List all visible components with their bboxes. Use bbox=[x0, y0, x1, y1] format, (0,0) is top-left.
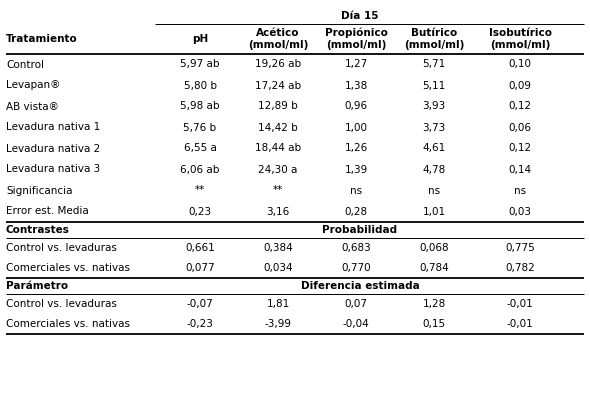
Text: ns: ns bbox=[428, 186, 440, 196]
Text: 6,06 ab: 6,06 ab bbox=[181, 164, 219, 174]
Text: 1,01: 1,01 bbox=[422, 206, 445, 216]
Text: 0,23: 0,23 bbox=[188, 206, 212, 216]
Text: Control vs. levaduras: Control vs. levaduras bbox=[6, 299, 117, 309]
Text: Error est. Media: Error est. Media bbox=[6, 206, 88, 216]
Text: -0,01: -0,01 bbox=[507, 319, 533, 329]
Text: 5,76 b: 5,76 b bbox=[183, 122, 217, 132]
Text: 14,42 b: 14,42 b bbox=[258, 122, 298, 132]
Text: Butírico
(mmol/ml): Butírico (mmol/ml) bbox=[404, 28, 464, 50]
Text: -0,07: -0,07 bbox=[186, 299, 214, 309]
Text: Diferencia estimada: Diferencia estimada bbox=[301, 281, 419, 291]
Text: 5,11: 5,11 bbox=[422, 80, 445, 90]
Text: 1,27: 1,27 bbox=[345, 60, 368, 70]
Text: 0,775: 0,775 bbox=[505, 243, 535, 253]
Text: AB vista®: AB vista® bbox=[6, 102, 59, 112]
Text: Contrastes: Contrastes bbox=[6, 225, 70, 235]
Text: 5,71: 5,71 bbox=[422, 60, 445, 70]
Text: 1,28: 1,28 bbox=[422, 299, 445, 309]
Text: 1,00: 1,00 bbox=[345, 122, 368, 132]
Text: 3,16: 3,16 bbox=[266, 206, 290, 216]
Text: 0,384: 0,384 bbox=[263, 243, 293, 253]
Text: Control: Control bbox=[6, 60, 44, 70]
Text: 0,784: 0,784 bbox=[419, 263, 449, 273]
Text: **: ** bbox=[195, 186, 205, 196]
Text: 1,39: 1,39 bbox=[345, 164, 368, 174]
Text: 0,034: 0,034 bbox=[263, 263, 293, 273]
Text: Levadura nativa 2: Levadura nativa 2 bbox=[6, 144, 100, 154]
Text: 0,12: 0,12 bbox=[509, 102, 532, 112]
Text: Acético
(mmol/ml): Acético (mmol/ml) bbox=[248, 28, 308, 50]
Text: ns: ns bbox=[350, 186, 362, 196]
Text: ns: ns bbox=[514, 186, 526, 196]
Text: **: ** bbox=[273, 186, 283, 196]
Text: 0,782: 0,782 bbox=[505, 263, 535, 273]
Text: Levadura nativa 1: Levadura nativa 1 bbox=[6, 122, 100, 132]
Text: 5,98 ab: 5,98 ab bbox=[181, 102, 219, 112]
Text: 0,068: 0,068 bbox=[419, 243, 449, 253]
Text: 0,10: 0,10 bbox=[509, 60, 532, 70]
Text: 4,61: 4,61 bbox=[422, 144, 445, 154]
Text: 0,12: 0,12 bbox=[509, 144, 532, 154]
Text: 24,30 a: 24,30 a bbox=[258, 164, 298, 174]
Text: Probabilidad: Probabilidad bbox=[323, 225, 398, 235]
Text: 5,97 ab: 5,97 ab bbox=[181, 60, 219, 70]
Text: Control vs. levaduras: Control vs. levaduras bbox=[6, 243, 117, 253]
Text: Levadura nativa 3: Levadura nativa 3 bbox=[6, 164, 100, 174]
Text: Tratamiento: Tratamiento bbox=[6, 34, 78, 44]
Text: 3,73: 3,73 bbox=[422, 122, 445, 132]
Text: 0,077: 0,077 bbox=[185, 263, 215, 273]
Text: Comerciales vs. nativas: Comerciales vs. nativas bbox=[6, 263, 130, 273]
Text: 0,14: 0,14 bbox=[509, 164, 532, 174]
Text: 12,89 b: 12,89 b bbox=[258, 102, 298, 112]
Text: Propiónico
(mmol/ml): Propiónico (mmol/ml) bbox=[324, 28, 388, 50]
Text: Comerciales vs. nativas: Comerciales vs. nativas bbox=[6, 319, 130, 329]
Text: Significancia: Significancia bbox=[6, 186, 73, 196]
Text: 1,38: 1,38 bbox=[345, 80, 368, 90]
Text: 0,15: 0,15 bbox=[422, 319, 445, 329]
Text: 0,96: 0,96 bbox=[345, 102, 368, 112]
Text: 1,81: 1,81 bbox=[266, 299, 290, 309]
Text: 3,93: 3,93 bbox=[422, 102, 445, 112]
Text: Día 15: Día 15 bbox=[341, 11, 379, 21]
Text: -0,23: -0,23 bbox=[186, 319, 214, 329]
Text: Parámetro: Parámetro bbox=[6, 281, 68, 291]
Text: -0,01: -0,01 bbox=[507, 299, 533, 309]
Text: pH: pH bbox=[192, 34, 208, 44]
Text: 0,683: 0,683 bbox=[341, 243, 371, 253]
Text: 17,24 ab: 17,24 ab bbox=[255, 80, 301, 90]
Text: 0,28: 0,28 bbox=[345, 206, 368, 216]
Text: 0,09: 0,09 bbox=[509, 80, 532, 90]
Text: 19,26 ab: 19,26 ab bbox=[255, 60, 301, 70]
Text: 4,78: 4,78 bbox=[422, 164, 445, 174]
Text: 18,44 ab: 18,44 ab bbox=[255, 144, 301, 154]
Text: 0,07: 0,07 bbox=[345, 299, 368, 309]
Text: Levapan®: Levapan® bbox=[6, 80, 60, 90]
Text: -0,04: -0,04 bbox=[343, 319, 369, 329]
Text: Isobutírico
(mmol/ml): Isobutírico (mmol/ml) bbox=[489, 28, 552, 50]
Text: 0,03: 0,03 bbox=[509, 206, 532, 216]
Text: 6,55 a: 6,55 a bbox=[183, 144, 217, 154]
Text: 0,770: 0,770 bbox=[341, 263, 371, 273]
Text: 0,661: 0,661 bbox=[185, 243, 215, 253]
Text: 5,80 b: 5,80 b bbox=[183, 80, 217, 90]
Text: 1,26: 1,26 bbox=[345, 144, 368, 154]
Text: -3,99: -3,99 bbox=[264, 319, 291, 329]
Text: 0,06: 0,06 bbox=[509, 122, 532, 132]
